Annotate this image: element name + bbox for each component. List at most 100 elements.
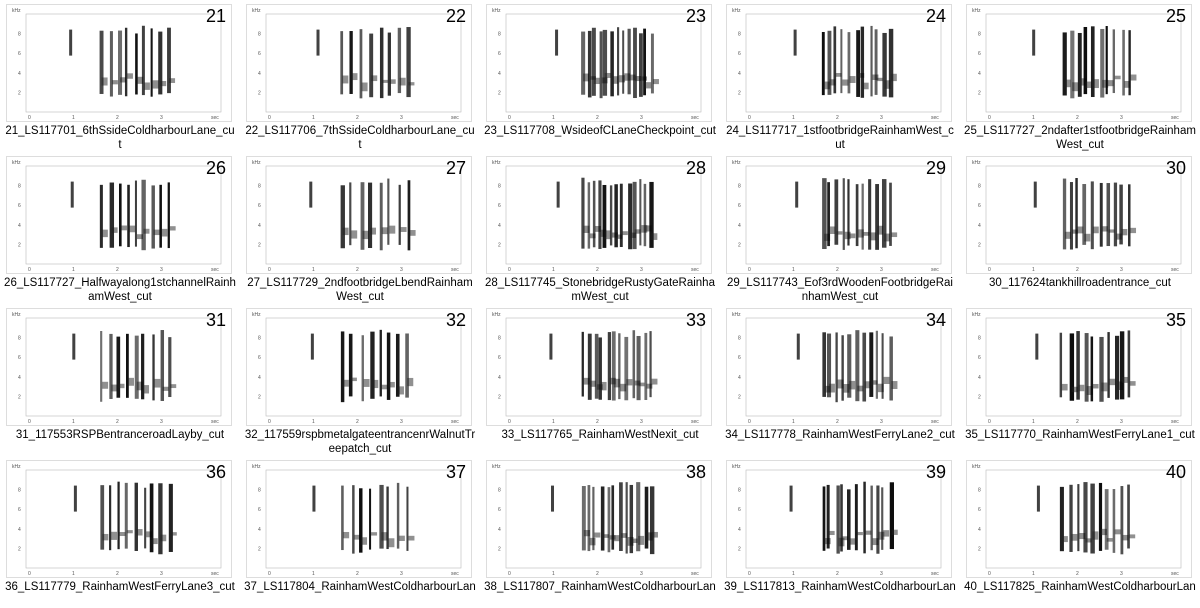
syllable bbox=[359, 488, 363, 553]
syllable bbox=[361, 335, 364, 402]
syllable bbox=[644, 486, 649, 549]
syllable bbox=[822, 486, 826, 551]
syllable-smear bbox=[836, 231, 843, 235]
file-item[interactable]: kHz sec 2 4 6 8 0 1 2 3 31 31_117553RSPBentranceroa… bbox=[0, 304, 240, 456]
item-number: 29 bbox=[925, 158, 946, 178]
syllable-smear bbox=[143, 82, 150, 90]
y-tick-label: 6 bbox=[978, 203, 981, 209]
syllable bbox=[1099, 336, 1104, 402]
file-item[interactable]: kHz sec 2 4 6 8 0 1 2 3 34 34_LS117778_RainhamWestF… bbox=[720, 304, 960, 456]
y-tick-label: 2 bbox=[18, 242, 21, 248]
syllable bbox=[889, 336, 893, 401]
call-note bbox=[555, 29, 559, 56]
syllable bbox=[167, 182, 170, 249]
x-tick-label: 1 bbox=[552, 571, 555, 577]
file-item[interactable]: kHz sec 2 4 6 8 0 1 2 3 21 21_LS117701_6thSsideCold… bbox=[0, 0, 240, 152]
x-tick-label: 2 bbox=[356, 115, 359, 121]
file-item[interactable]: kHz sec 2 4 6 8 0 1 2 3 28 28_LS117745_StonebridgeR… bbox=[480, 152, 720, 304]
syllable bbox=[1119, 184, 1123, 245]
file-name: 26_LS117727_Halfwayalong1stchannelRainha… bbox=[4, 277, 236, 303]
y-tick-label: 8 bbox=[738, 32, 741, 38]
syllable-smear bbox=[604, 230, 611, 240]
file-item[interactable]: kHz sec 2 4 6 8 0 1 2 3 22 22_LS117706_7thSsideCold… bbox=[240, 0, 480, 152]
syllable-smear bbox=[835, 73, 842, 77]
plot-frame bbox=[985, 469, 1182, 569]
y-tick-label: 4 bbox=[18, 375, 21, 381]
syllable-smear bbox=[111, 227, 118, 233]
file-name: 33_LS117765_RainhamWestNexit_cut bbox=[501, 429, 699, 441]
syllable-smear bbox=[1071, 533, 1078, 541]
x-tick-label: 3 bbox=[160, 419, 163, 425]
syllable bbox=[359, 29, 363, 99]
syllable bbox=[406, 486, 409, 551]
y-tick-label: 6 bbox=[258, 355, 261, 361]
file-item[interactable]: kHz sec 2 4 6 8 0 1 2 3 35 35_LS117770_RainhamWestF… bbox=[960, 304, 1200, 456]
x-tick-label: 3 bbox=[160, 571, 163, 577]
file-item[interactable]: kHz sec 2 4 6 8 0 1 2 3 36 36_LS117779_RainhamWestF… bbox=[0, 456, 240, 608]
syllable-smear bbox=[170, 384, 177, 389]
file-item[interactable]: kHz sec 2 4 6 8 0 1 2 3 27 27_LS117729_2ndfootbridg… bbox=[240, 152, 480, 304]
x-unit: sec bbox=[211, 571, 219, 577]
file-item[interactable]: kHz sec 2 4 6 8 0 1 2 3 32 32_117559rspbmetalgateen… bbox=[240, 304, 480, 456]
item-number: 39 bbox=[925, 462, 946, 482]
call-note bbox=[309, 181, 313, 208]
file-item[interactable]: kHz sec 2 4 6 8 0 1 2 3 23 23_LS117708_WsideofCLane… bbox=[480, 0, 720, 152]
syllable-smear bbox=[621, 533, 628, 538]
plot-frame bbox=[985, 13, 1182, 113]
syllable-smear bbox=[1071, 229, 1078, 234]
syllable-smear bbox=[883, 233, 890, 242]
file-item[interactable]: kHz sec 2 4 6 8 0 1 2 3 39 39_LS117813_RainhamWestC… bbox=[720, 456, 960, 608]
file-item[interactable]: kHz sec 2 4 6 8 0 1 2 3 37 37_LS117804_RainhamWestC… bbox=[240, 456, 480, 608]
x-tick-label: 2 bbox=[836, 419, 839, 425]
syllable-smear bbox=[891, 529, 898, 535]
syllable bbox=[150, 28, 153, 97]
syllable-smear bbox=[593, 77, 600, 85]
file-item[interactable]: kHz sec 2 4 6 8 0 1 2 3 30 30_117624tankhillroadent… bbox=[960, 152, 1200, 304]
syllable bbox=[855, 184, 859, 247]
y-tick-label: 6 bbox=[18, 203, 21, 209]
y-tick-label: 6 bbox=[738, 203, 741, 209]
syllable bbox=[889, 482, 894, 550]
x-tick-label: 0 bbox=[748, 571, 751, 577]
file-name: 23_LS117708_WsideofCLaneCheckpoint_cut bbox=[484, 125, 716, 137]
file-item[interactable]: kHz sec 2 4 6 8 0 1 2 3 25 25_LS117727_2ndafter1stf… bbox=[960, 0, 1200, 152]
item-number: 30 bbox=[1165, 158, 1186, 178]
y-unit: kHz bbox=[732, 8, 741, 14]
file-name: 28_LS117745_StonebridgeRustyGateRainhamW… bbox=[485, 277, 715, 303]
x-unit: sec bbox=[691, 571, 699, 577]
item-number: 27 bbox=[445, 158, 466, 178]
syllable bbox=[592, 180, 596, 248]
file-item[interactable]: kHz sec 2 4 6 8 0 1 2 3 26 26_LS117727_Halfwayalong… bbox=[0, 152, 240, 304]
call-note bbox=[1032, 29, 1036, 56]
x-unit: sec bbox=[451, 419, 459, 425]
syllable-smear bbox=[1085, 81, 1092, 88]
y-tick-label: 2 bbox=[498, 394, 501, 400]
file-item[interactable]: kHz sec 2 4 6 8 0 1 2 3 40 40_LS117825_RainhamWestC… bbox=[960, 456, 1200, 608]
file-item[interactable]: kHz sec 2 4 6 8 0 1 2 3 33 33_LS117765_RainhamWestN… bbox=[480, 304, 720, 456]
syllable-smear bbox=[1109, 378, 1116, 386]
y-unit: kHz bbox=[492, 312, 501, 318]
x-tick-label: 2 bbox=[596, 267, 599, 273]
y-unit: kHz bbox=[972, 464, 981, 470]
syllable-smear bbox=[890, 73, 897, 82]
syllable-smear bbox=[612, 76, 619, 84]
file-item[interactable]: kHz sec 2 4 6 8 0 1 2 3 38 38_LS117807_RainhamWestC… bbox=[480, 456, 720, 608]
y-tick-label: 6 bbox=[738, 507, 741, 513]
syllable bbox=[609, 185, 613, 246]
syllable bbox=[119, 183, 122, 247]
file-item[interactable]: kHz sec 2 4 6 8 0 1 2 3 29 29_LS117743_Eof3rdWooden… bbox=[720, 152, 960, 304]
syllable-smear bbox=[891, 232, 898, 238]
y-tick-label: 2 bbox=[258, 242, 261, 248]
x-unit: sec bbox=[691, 419, 699, 425]
syllable-smear bbox=[824, 233, 831, 241]
x-tick-label: 2 bbox=[596, 115, 599, 121]
y-tick-label: 2 bbox=[738, 90, 741, 96]
y-tick-label: 6 bbox=[738, 355, 741, 361]
syllable bbox=[592, 486, 595, 551]
file-item[interactable]: kHz sec 2 4 6 8 0 1 2 3 24 24_LS117717_1stfootbridg… bbox=[720, 0, 960, 152]
